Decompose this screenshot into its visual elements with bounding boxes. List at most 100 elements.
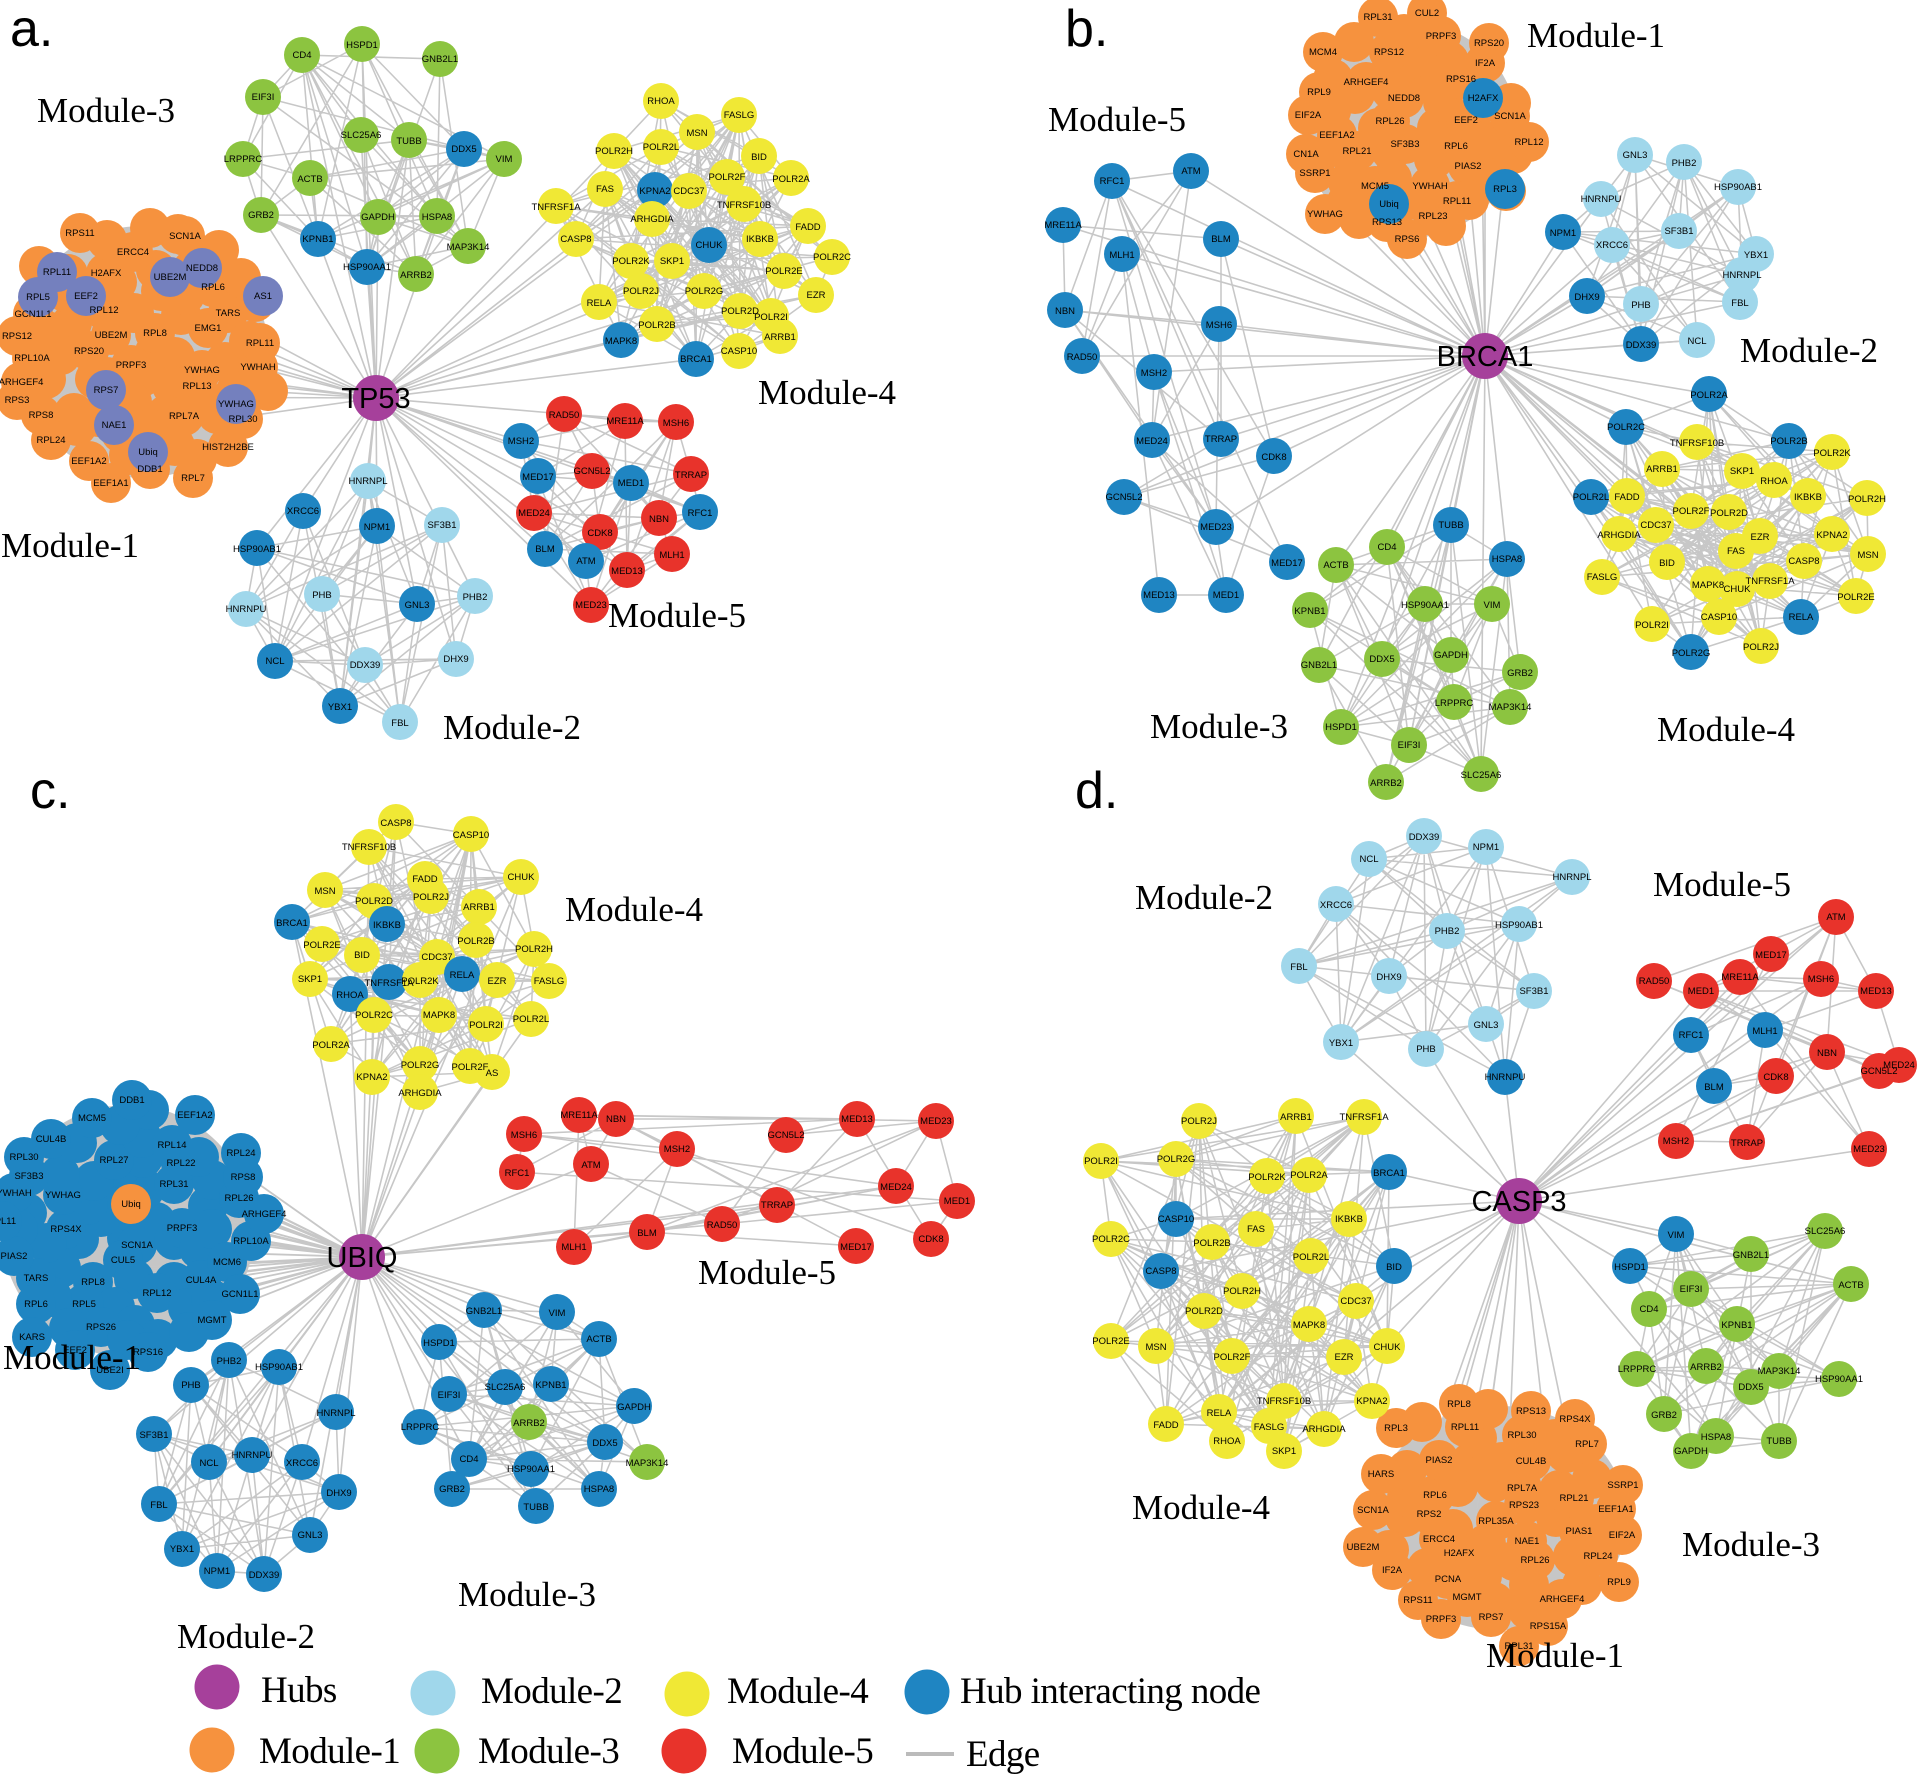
svg-text:RPS8: RPS8	[231, 1172, 256, 1183]
svg-text:IKBKB: IKBKB	[1335, 1214, 1363, 1225]
svg-text:MED17: MED17	[1271, 558, 1303, 569]
svg-text:SF3B1: SF3B1	[1519, 986, 1548, 997]
svg-text:TNFRSF10B: TNFRSF10B	[1257, 1396, 1311, 1407]
svg-text:KPNB1: KPNB1	[535, 1380, 566, 1391]
svg-text:RPS13: RPS13	[1516, 1406, 1546, 1417]
svg-text:RPS7: RPS7	[1479, 1612, 1504, 1623]
svg-text:HSP90AB1: HSP90AB1	[1495, 920, 1543, 931]
svg-text:MSH2: MSH2	[664, 1144, 690, 1155]
svg-text:EMG1: EMG1	[195, 323, 222, 334]
svg-text:ATM: ATM	[1181, 166, 1200, 177]
svg-text:POLR2L: POLR2L	[1573, 492, 1609, 503]
svg-text:TUBB: TUBB	[1438, 520, 1463, 531]
svg-text:MED17: MED17	[1755, 950, 1787, 961]
svg-text:DDX5: DDX5	[451, 144, 476, 155]
svg-text:HSPA8: HSPA8	[422, 212, 452, 223]
svg-text:MLH1: MLH1	[659, 550, 684, 561]
svg-text:FADD: FADD	[1153, 1420, 1178, 1431]
svg-text:POLR2D: POLR2D	[1185, 1306, 1223, 1317]
svg-text:SF3B3: SF3B3	[1390, 139, 1419, 150]
svg-text:POLR2F: POLR2F	[709, 172, 746, 183]
svg-text:FASLG: FASLG	[1254, 1422, 1285, 1433]
svg-text:RPL14: RPL14	[157, 1140, 186, 1151]
svg-text:SLC25A6: SLC25A6	[341, 130, 382, 141]
svg-text:CUL4B: CUL4B	[1516, 1456, 1547, 1467]
svg-text:TNFRSF1A: TNFRSF1A	[1745, 576, 1795, 587]
svg-text:RPS4X: RPS4X	[50, 1224, 82, 1235]
svg-text:HIST2H2BE: HIST2H2BE	[202, 442, 254, 453]
svg-text:MCM5: MCM5	[1361, 181, 1389, 192]
svg-text:BLM: BLM	[637, 1228, 657, 1239]
svg-text:HSPA8: HSPA8	[1701, 1432, 1731, 1443]
svg-text:IF2A: IF2A	[1475, 58, 1496, 69]
svg-text:NPM1: NPM1	[204, 1566, 230, 1577]
svg-text:EZR: EZR	[1335, 1352, 1354, 1363]
svg-text:POLR2E: POLR2E	[303, 940, 341, 951]
svg-text:MED13: MED13	[1143, 590, 1175, 601]
svg-text:MED17: MED17	[522, 472, 554, 483]
svg-text:SCN1A: SCN1A	[1494, 111, 1526, 122]
svg-text:POLR2J: POLR2J	[413, 892, 449, 903]
svg-text:EEF2: EEF2	[1454, 115, 1478, 126]
svg-text:RPL35A: RPL35A	[1478, 1516, 1514, 1527]
svg-text:VIM: VIM	[496, 154, 513, 165]
svg-text:SCN1A: SCN1A	[121, 1240, 153, 1251]
svg-text:MRE11A: MRE11A	[1044, 220, 1082, 231]
svg-text:CUL2: CUL2	[1415, 8, 1439, 19]
svg-text:ARHGDIA: ARHGDIA	[630, 214, 674, 225]
svg-text:PIAS2: PIAS2	[1455, 161, 1482, 172]
svg-text:d.: d.	[1075, 762, 1118, 820]
svg-text:TRRAP: TRRAP	[761, 1200, 793, 1211]
svg-text:CHUK: CHUK	[508, 872, 536, 883]
svg-text:GNL3: GNL3	[1474, 1020, 1499, 1031]
svg-text:CDK8: CDK8	[1763, 1072, 1788, 1083]
svg-text:CD4: CD4	[292, 50, 311, 61]
svg-text:POLR2G: POLR2G	[1157, 1154, 1196, 1165]
svg-text:MED1: MED1	[1688, 986, 1714, 997]
svg-text:CASP10: CASP10	[721, 346, 757, 357]
svg-text:GNB2L1: GNB2L1	[1733, 1250, 1769, 1261]
svg-text:RPS6: RPS6	[1395, 234, 1420, 245]
svg-text:YWHAG: YWHAG	[1307, 209, 1343, 220]
svg-text:EIF2A: EIF2A	[1609, 1530, 1636, 1541]
svg-text:MAP3K14: MAP3K14	[1489, 702, 1532, 713]
svg-text:GCN5L2: GCN5L2	[1861, 1066, 1898, 1077]
svg-text:KPNB1: KPNB1	[302, 234, 333, 245]
svg-text:HSPA8: HSPA8	[1492, 554, 1522, 565]
svg-text:FAS: FAS	[596, 184, 614, 195]
svg-text:BLM: BLM	[1704, 1082, 1724, 1093]
svg-text:TARS: TARS	[24, 1273, 49, 1284]
svg-text:RPS2: RPS2	[1417, 1509, 1442, 1520]
svg-text:MRE11A: MRE11A	[1721, 972, 1759, 983]
svg-text:GCN1L1: GCN1L1	[15, 309, 52, 320]
svg-text:ERCC4: ERCC4	[1423, 1534, 1455, 1545]
svg-text:POLR2I: POLR2I	[754, 312, 788, 323]
svg-text:RFC1: RFC1	[505, 1168, 530, 1179]
svg-text:POLR2L: POLR2L	[1293, 1252, 1329, 1263]
svg-text:RPS7: RPS7	[94, 385, 119, 396]
svg-text:SKP1: SKP1	[298, 974, 322, 985]
svg-text:YWHAG: YWHAG	[218, 399, 254, 410]
svg-text:HSP90AA1: HSP90AA1	[507, 1464, 555, 1475]
svg-text:Module-4: Module-4	[565, 890, 703, 929]
svg-text:FBL: FBL	[1731, 298, 1748, 309]
svg-text:XRCC6: XRCC6	[1320, 900, 1352, 911]
svg-text:POLR2E: POLR2E	[1092, 1336, 1130, 1347]
svg-text:HNRNPU: HNRNPU	[232, 1450, 273, 1461]
svg-text:RPL10A: RPL10A	[14, 353, 50, 364]
svg-text:Module-3: Module-3	[1150, 707, 1288, 746]
svg-text:YBX1: YBX1	[1329, 1038, 1353, 1049]
svg-text:TUBB: TUBB	[1766, 1436, 1791, 1447]
svg-text:MAPK8: MAPK8	[423, 1010, 455, 1021]
svg-text:MSH6: MSH6	[511, 1130, 537, 1141]
svg-text:HNRNPU: HNRNPU	[1485, 1072, 1526, 1083]
svg-text:Module-5: Module-5	[1048, 100, 1186, 139]
svg-text:HSPD1: HSPD1	[346, 40, 378, 51]
svg-text:MED1: MED1	[1213, 590, 1239, 601]
svg-text:ARRB1: ARRB1	[1646, 464, 1678, 475]
svg-text:EEF1A1: EEF1A1	[93, 478, 128, 489]
svg-text:EIF3I: EIF3I	[1680, 1284, 1703, 1295]
svg-text:RPL27: RPL27	[99, 1155, 128, 1166]
svg-text:FBL: FBL	[391, 718, 408, 729]
svg-text:POLR2H: POLR2H	[1848, 494, 1886, 505]
